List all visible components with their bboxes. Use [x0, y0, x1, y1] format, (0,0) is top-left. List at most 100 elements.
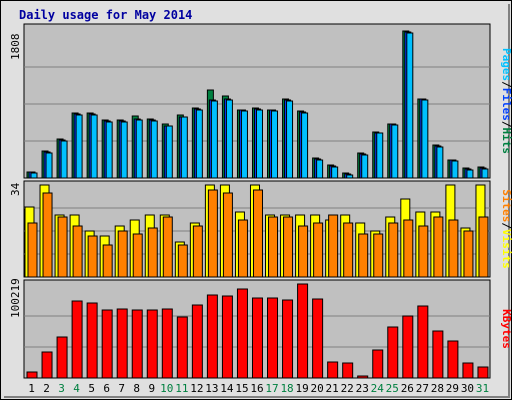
x-tick-label: 20: [311, 382, 324, 395]
bar-kbytes-day-26: [402, 315, 414, 379]
bar-kbytes-day-29: [447, 340, 459, 379]
bar-sites-day-21: [328, 214, 339, 278]
bar-sites-day-20: [313, 222, 324, 278]
legend-entry: Sites: [500, 189, 512, 222]
x-tick-label: 16: [250, 382, 263, 395]
x-tick-label: 23: [356, 382, 369, 395]
bar-pages-day-13: [210, 100, 218, 179]
legend-entry: Visits: [500, 229, 512, 269]
bar-kbytes-day-23: [357, 375, 369, 379]
x-tick-label: 14: [220, 382, 234, 395]
bar-pages-day-2: [45, 152, 53, 179]
bar-sites-day-30: [463, 230, 474, 278]
x-tick-label: 3: [58, 382, 65, 395]
legend-entry: Hits: [500, 128, 512, 155]
bar-kbytes-day-30: [462, 362, 474, 379]
bar-kbytes-day-22: [342, 362, 354, 379]
bar-pages-day-12: [195, 109, 203, 179]
x-tick-label: 27: [416, 382, 429, 395]
legend-entry: /: [500, 222, 512, 229]
x-tick-label: 31: [476, 382, 489, 395]
bar-kbytes-day-8: [131, 309, 143, 379]
bar-sites-day-7: [117, 230, 128, 278]
bar-sites-day-28: [433, 216, 444, 278]
x-tick-label: 25: [386, 382, 399, 395]
bar-kbytes-day-2: [41, 351, 53, 379]
bar-kbytes-day-4: [71, 300, 83, 379]
legend-text: Pages/Files/Hits: [500, 48, 512, 154]
x-tick-label: 8: [133, 382, 140, 395]
x-tick-label: 7: [118, 382, 125, 395]
bar-pages-day-3: [60, 140, 68, 179]
bar-sites-day-13: [207, 189, 218, 278]
x-tick-label: 6: [103, 382, 110, 395]
bar-sites-day-9: [147, 227, 158, 278]
bar-sites-day-12: [192, 225, 203, 278]
x-tick-label: 10: [160, 382, 173, 395]
x-tick-label: 17: [265, 382, 278, 395]
bar-pages-day-1: [30, 172, 38, 179]
legend-visits-sites: Sites/Visits: [500, 189, 512, 269]
x-tick-label: 26: [401, 382, 414, 395]
panel2-ymax-label: 34: [9, 182, 22, 196]
panel-kbytes: [23, 279, 491, 379]
bar-kbytes-day-13: [206, 294, 218, 379]
bar-kbytes-day-7: [116, 308, 128, 379]
bar-pages-day-10: [165, 125, 173, 179]
x-tick-label: 4: [73, 382, 80, 395]
bar-sites-day-16: [252, 189, 263, 278]
bar-pages-day-23: [361, 154, 369, 179]
panel1-ymax-label: 1808: [9, 34, 22, 61]
bar-kbytes-day-18: [282, 299, 294, 379]
panel3-ymax-label: 100219: [9, 278, 22, 318]
bar-sites-day-24: [373, 233, 384, 278]
bar-kbytes-day-16: [251, 297, 263, 379]
legend-entry: KBytes: [500, 309, 512, 349]
bar-sites-day-8: [132, 233, 143, 278]
legend-entry: Pages: [500, 48, 512, 81]
bar-kbytes-day-12: [191, 304, 203, 379]
x-tick-label: 22: [341, 382, 354, 395]
bar-kbytes-day-17: [267, 297, 279, 379]
bar-sites-day-6: [102, 244, 113, 278]
bar-sites-day-31: [478, 216, 489, 278]
bar-pages-day-24: [376, 132, 384, 179]
bar-sites-day-3: [57, 216, 68, 278]
legend-entry: Files: [500, 88, 512, 121]
bar-kbytes-day-31: [477, 366, 489, 379]
panel-visits-sites: [23, 180, 491, 278]
x-tick-label: 21: [326, 382, 339, 395]
bar-pages-day-6: [105, 121, 113, 179]
bar-sites-day-17: [268, 216, 279, 278]
bar-sites-day-11: [177, 244, 188, 278]
bar-sites-day-1: [27, 222, 38, 278]
bar-sites-day-10: [162, 216, 173, 278]
x-tick-label: 13: [205, 382, 218, 395]
bar-pages-day-17: [271, 110, 279, 179]
legend-entry: /: [500, 81, 512, 88]
bar-pages-day-5: [90, 114, 98, 179]
bar-sites-day-27: [418, 225, 429, 278]
panel-pages-files-hits: [23, 23, 491, 179]
bar-kbytes-day-15: [236, 288, 248, 379]
bar-kbytes-day-1: [26, 371, 38, 379]
bar-pages-day-8: [135, 119, 143, 179]
x-tick-label: 29: [446, 382, 459, 395]
x-tick-label: 28: [431, 382, 444, 395]
x-tick-label: 11: [175, 382, 188, 395]
bar-kbytes-day-21: [327, 361, 339, 379]
bar-pages-day-29: [451, 160, 459, 179]
bar-pages-day-4: [75, 114, 83, 179]
bar-sites-day-2: [42, 192, 53, 278]
bar-pages-day-26: [406, 32, 414, 179]
x-tick-label: 18: [280, 382, 293, 395]
bar-pages-day-9: [150, 120, 158, 179]
bar-pages-day-25: [391, 124, 399, 179]
bar-sites-day-5: [87, 235, 98, 278]
bar-sites-day-23: [358, 233, 369, 278]
bar-kbytes-day-28: [432, 330, 444, 379]
x-tick-label: 12: [190, 382, 203, 395]
bar-pages-day-16: [255, 109, 263, 179]
bar-kbytes-day-19: [297, 283, 309, 379]
